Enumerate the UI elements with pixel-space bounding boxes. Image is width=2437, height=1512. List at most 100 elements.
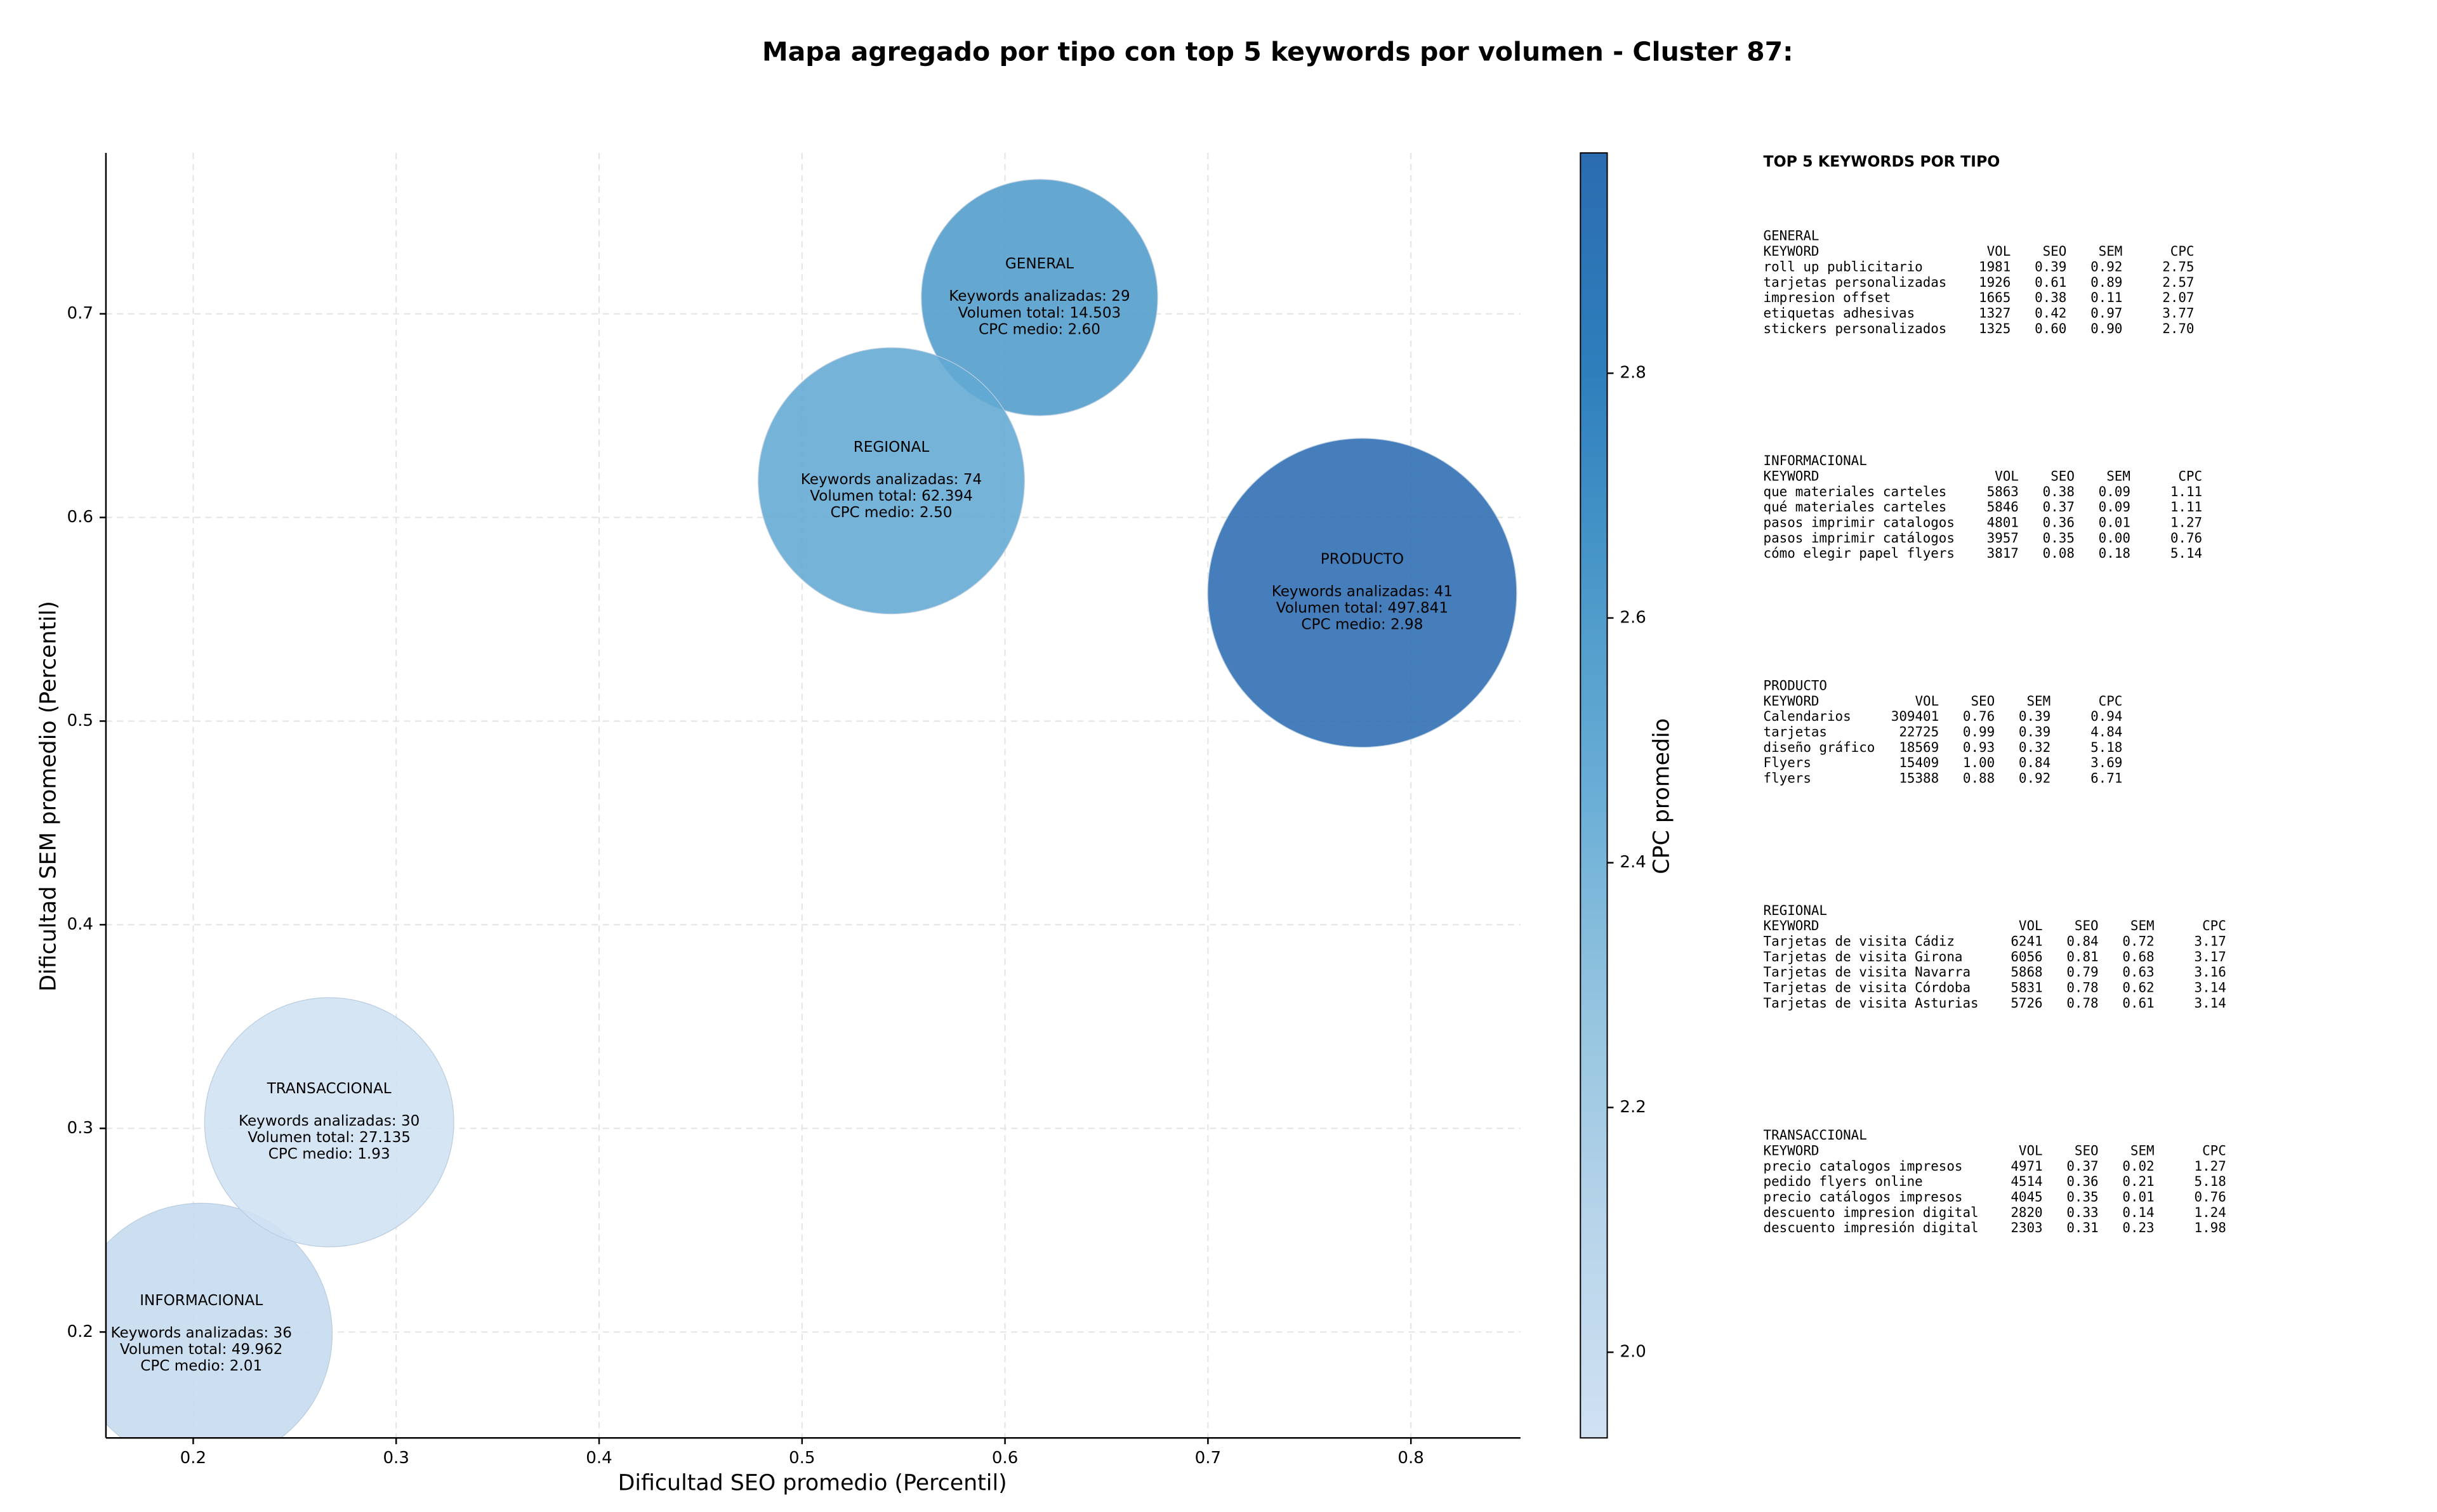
table-cell: 1.11 bbox=[2170, 484, 2202, 499]
table-cell: 0.39 bbox=[2019, 709, 2051, 724]
table-header: SEM bbox=[2099, 244, 2123, 259]
bubble-annotation: Keywords analizadas: 74 bbox=[801, 471, 982, 488]
table-cell: 5868 bbox=[2011, 964, 2042, 980]
table-header: SEO bbox=[2043, 244, 2067, 259]
y-tick-label: 0.4 bbox=[67, 915, 93, 934]
table-cell: Tarjetas de visita Girona bbox=[1764, 949, 1963, 964]
table-cell: 0.84 bbox=[2066, 933, 2098, 949]
bubble-annotation: Keywords analizadas: 29 bbox=[949, 288, 1130, 305]
table-cell: 5863 bbox=[1987, 484, 2019, 499]
bubble-annotation: Volumen total: 497.841 bbox=[1276, 600, 1448, 617]
table-cell: 0.21 bbox=[2122, 1174, 2154, 1189]
table-header: KEYWORD bbox=[1764, 694, 1819, 709]
table-cell: 2.07 bbox=[2162, 290, 2194, 305]
table-header: SEM bbox=[2130, 1143, 2155, 1158]
y-axis-label: Dificultad SEM promedio (Percentil) bbox=[36, 601, 61, 992]
table-header: SEM bbox=[2130, 918, 2155, 933]
colorbar-tick-label: 2.6 bbox=[1620, 608, 1646, 627]
table-cell: 0.76 bbox=[2195, 1190, 2226, 1205]
table-cell: 0.11 bbox=[2090, 290, 2122, 305]
table-cell: 0.62 bbox=[2122, 980, 2154, 996]
table-cell: 0.81 bbox=[2066, 949, 2098, 964]
table-header: SEO bbox=[1971, 694, 1995, 709]
table-cell: 0.31 bbox=[2066, 1220, 2098, 1235]
x-tick-label: 0.3 bbox=[383, 1449, 409, 1468]
axes: 0.2 0.3 0.4 0.5 0.6 0.7 0.8 0.2 0.3 0.4 0.5 0.6 0.7 bbox=[67, 153, 1521, 1468]
table-cell: 3957 bbox=[1987, 530, 2019, 546]
table-header: KEYWORD bbox=[1764, 918, 1819, 933]
table-cell: 4.84 bbox=[2090, 724, 2122, 739]
table-cell: 0.76 bbox=[2170, 530, 2202, 546]
table-cell: 0.23 bbox=[2122, 1220, 2154, 1235]
y-tick-label: 0.7 bbox=[67, 304, 93, 323]
y-tick-label: 0.5 bbox=[67, 711, 93, 730]
table-cell: precio catalogos impresos bbox=[1764, 1159, 1963, 1174]
table-cell: roll up publicitario bbox=[1764, 259, 1923, 274]
table-header: CPC bbox=[2178, 468, 2202, 483]
table-cell: 0.01 bbox=[2122, 1190, 2154, 1205]
table-cell: 1.98 bbox=[2195, 1220, 2226, 1235]
bubble-name: PRODUCTO bbox=[1321, 551, 1404, 568]
table-cell: 0.00 bbox=[2099, 530, 2130, 546]
bubble-name: GENERAL bbox=[1005, 256, 1074, 272]
table-cell: 2.75 bbox=[2162, 259, 2194, 274]
table-header: VOL bbox=[1987, 244, 2011, 259]
table-header: SEO bbox=[2075, 1143, 2099, 1158]
table-cell: Tarjetas de visita Asturias bbox=[1764, 996, 1979, 1011]
y-tick-label: 0.3 bbox=[67, 1119, 93, 1138]
bubble bbox=[758, 347, 1025, 615]
table-cell: pasos imprimir catalogos bbox=[1764, 515, 1955, 530]
table-cell: 0.14 bbox=[2122, 1205, 2154, 1220]
table-cell: 1.27 bbox=[2195, 1159, 2226, 1174]
table-cell: 0.89 bbox=[2090, 275, 2122, 290]
x-axis-label: Dificultad SEO promedio (Percentil) bbox=[618, 1470, 1007, 1496]
table-cell: Tarjetas de visita Cádiz bbox=[1764, 933, 1955, 949]
colorbar-ticks: 2.0 2.2 2.4 2.6 2.8 bbox=[1607, 364, 1646, 1362]
table-header: KEYWORD bbox=[1764, 1143, 1819, 1158]
bubble-labels: GENERAL Keywords analizadas: 29 Volumen to… bbox=[111, 256, 1453, 1374]
table-header: CPC bbox=[2170, 244, 2195, 259]
table-cell: 15409 bbox=[1899, 755, 1939, 770]
table-cell: 6241 bbox=[2011, 933, 2042, 949]
table-cell: 0.61 bbox=[2122, 996, 2154, 1011]
table-cell: 1327 bbox=[1979, 305, 2011, 320]
table-cell: flyers bbox=[1764, 771, 1811, 786]
table-cell: 0.38 bbox=[2043, 484, 2075, 499]
table-cell: 0.78 bbox=[2066, 980, 2098, 996]
table-cell: 0.39 bbox=[2035, 259, 2066, 274]
x-tick-label: 0.8 bbox=[1397, 1449, 1423, 1468]
x-tick-label: 0.6 bbox=[992, 1449, 1018, 1468]
table-cell: 3.14 bbox=[2195, 980, 2226, 996]
bubble-annotation: CPC medio: 2.01 bbox=[140, 1358, 262, 1374]
table-cell: 0.37 bbox=[2066, 1159, 2098, 1174]
table-name: INFORMACIONAL bbox=[1764, 453, 1867, 468]
table-cell: 0.90 bbox=[2090, 321, 2122, 336]
table-cell: 1.27 bbox=[2170, 515, 2202, 530]
table-cell: 0.92 bbox=[2019, 771, 2051, 786]
table-cell: 0.35 bbox=[2066, 1190, 2098, 1205]
bubble-annotation: Keywords analizadas: 41 bbox=[1272, 584, 1453, 600]
table-cell: 3.17 bbox=[2195, 933, 2226, 949]
table-cell: 6.71 bbox=[2090, 771, 2122, 786]
table-header: VOL bbox=[1915, 694, 1939, 709]
table-cell: 1.00 bbox=[1963, 755, 1995, 770]
table-cell: que materiales carteles bbox=[1764, 484, 1947, 499]
colorbar-label: CPC promedio bbox=[1649, 718, 1674, 874]
colorbar-tick-label: 2.2 bbox=[1620, 1098, 1646, 1117]
table-cell: impresion offset bbox=[1764, 290, 1891, 305]
bubble bbox=[1207, 438, 1517, 748]
table-cell: 0.08 bbox=[2043, 546, 2075, 561]
table-cell: 0.88 bbox=[1963, 771, 1995, 786]
table-cell: diseño gráfico bbox=[1764, 740, 1875, 755]
table-cell: 2.70 bbox=[2162, 321, 2194, 336]
table-name: REGIONAL bbox=[1764, 903, 1827, 918]
x-tick-label: 0.4 bbox=[586, 1449, 612, 1468]
table-cell: tarjetas personalizadas bbox=[1764, 275, 1947, 290]
bubble-annotation: Keywords analizadas: 36 bbox=[111, 1325, 292, 1341]
colorbar-tick-label: 2.4 bbox=[1620, 853, 1646, 872]
table-cell: 0.94 bbox=[2090, 709, 2122, 724]
table-cell: 5.18 bbox=[2195, 1174, 2226, 1189]
table-header: VOL bbox=[2019, 918, 2043, 933]
table-cell: 5726 bbox=[2011, 996, 2042, 1011]
